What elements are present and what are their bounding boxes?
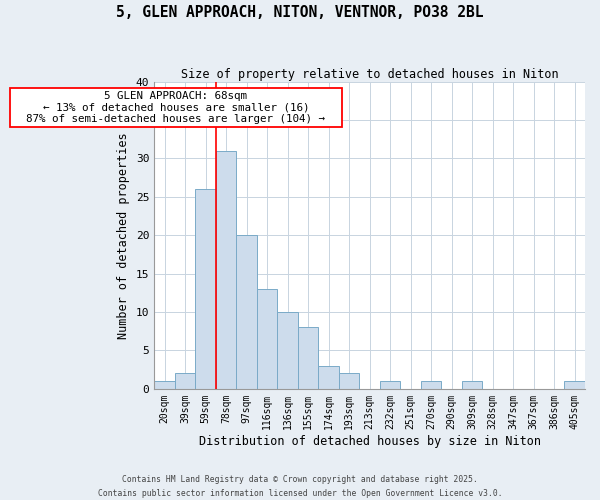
Bar — [298, 328, 319, 389]
X-axis label: Distribution of detached houses by size in Niton: Distribution of detached houses by size … — [199, 434, 541, 448]
Bar — [195, 189, 216, 389]
Bar — [175, 374, 195, 389]
Title: Size of property relative to detached houses in Niton: Size of property relative to detached ho… — [181, 68, 559, 80]
Bar — [154, 381, 175, 389]
Bar — [462, 381, 482, 389]
Bar — [277, 312, 298, 389]
Text: 5, GLEN APPROACH, NITON, VENTNOR, PO38 2BL: 5, GLEN APPROACH, NITON, VENTNOR, PO38 2… — [116, 5, 484, 20]
Bar — [380, 381, 400, 389]
Bar — [339, 374, 359, 389]
Bar — [236, 236, 257, 389]
Text: 5 GLEN APPROACH: 68sqm  
  ← 13% of detached houses are smaller (16)  
  87% of : 5 GLEN APPROACH: 68sqm ← 13% of detached… — [13, 91, 338, 124]
Text: Contains HM Land Registry data © Crown copyright and database right 2025.
Contai: Contains HM Land Registry data © Crown c… — [98, 476, 502, 498]
Bar — [421, 381, 442, 389]
Bar — [565, 381, 585, 389]
Y-axis label: Number of detached properties: Number of detached properties — [118, 132, 130, 338]
Bar — [319, 366, 339, 389]
Bar — [257, 289, 277, 389]
Bar — [216, 151, 236, 389]
